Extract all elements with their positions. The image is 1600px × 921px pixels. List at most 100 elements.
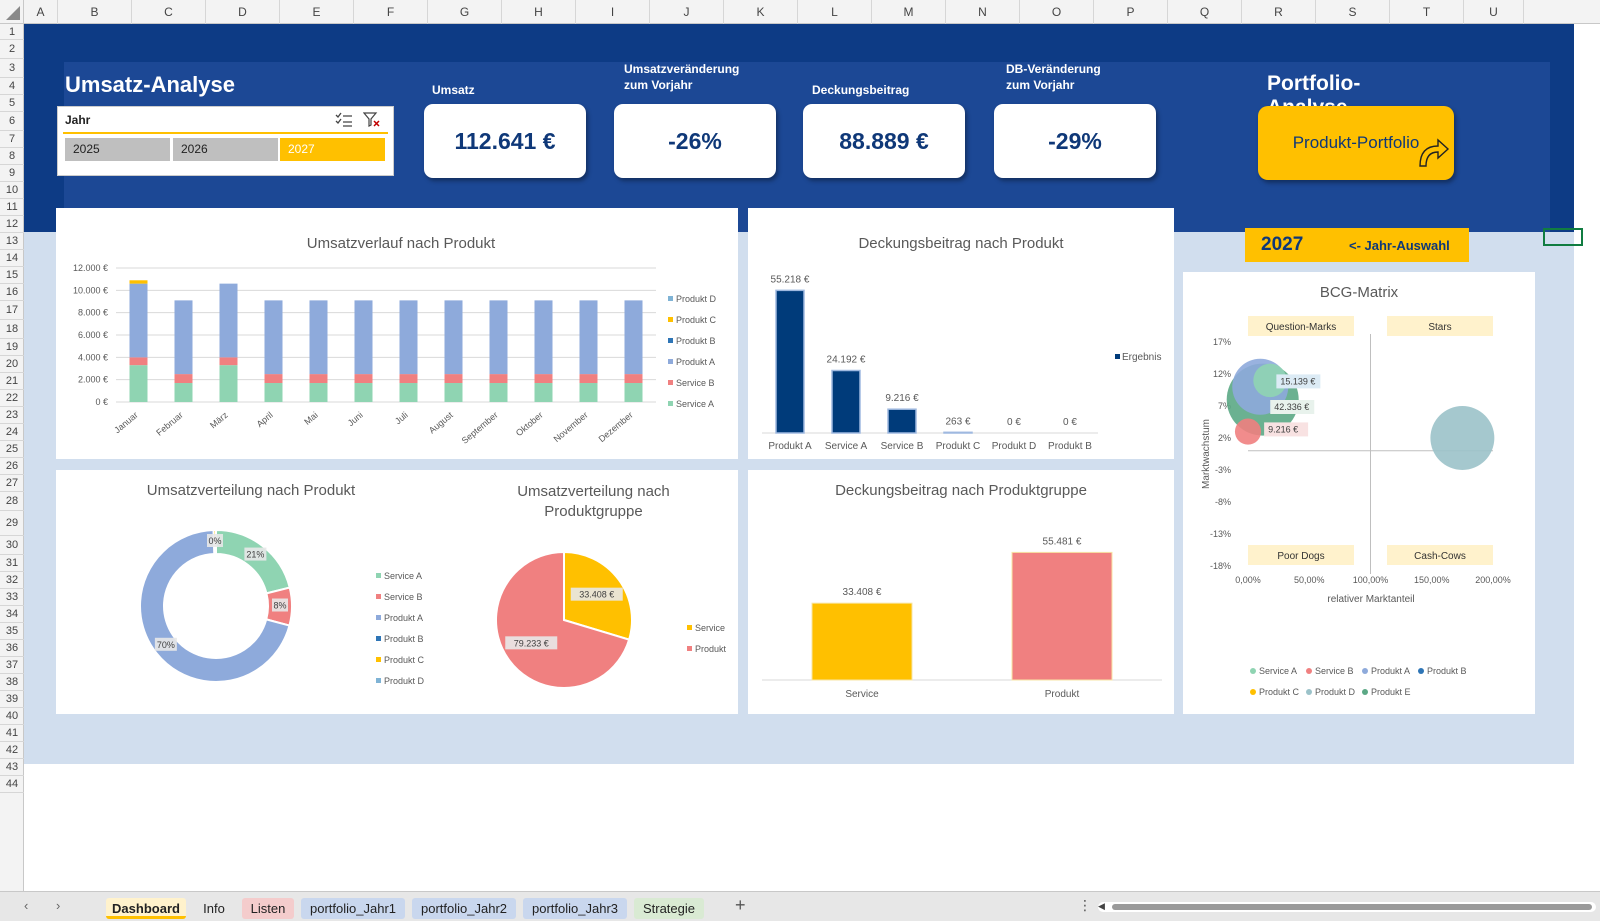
slicer-option-2027[interactable]: 2027 [280, 138, 385, 161]
row-header-35[interactable]: 35 [0, 623, 24, 640]
scrollbar-thumb[interactable] [1112, 904, 1592, 910]
row-header-1[interactable]: 1 [0, 24, 24, 40]
row-header-29[interactable]: 29 [0, 511, 24, 536]
row-header-16[interactable]: 16 [0, 284, 24, 301]
sheet-tab-dashboard[interactable]: Dashboard [106, 898, 186, 919]
column-header-P[interactable]: P [1094, 0, 1168, 24]
bar-produkt-a[interactable] [129, 283, 148, 358]
bar-produkt-a[interactable] [264, 300, 283, 375]
bubble-service-b[interactable] [1234, 418, 1262, 445]
bar-produkt-c[interactable] [129, 280, 148, 284]
row-header-18[interactable]: 18 [0, 320, 24, 339]
row-header-38[interactable]: 38 [0, 674, 24, 691]
scrollbar-arrow-left-icon[interactable]: ◀ [1098, 901, 1105, 911]
bar-service-b[interactable] [489, 374, 508, 384]
revenue-distribution-panel[interactable]: Umsatzverteilung nach Produkt Umsatzvert… [56, 470, 738, 714]
bar-service-a[interactable] [264, 383, 283, 402]
scroll-left-icon[interactable]: ‹ [24, 898, 29, 913]
bar[interactable] [831, 369, 861, 434]
column-header-H[interactable]: H [502, 0, 576, 24]
column-header-R[interactable]: R [1242, 0, 1316, 24]
bar-service-b[interactable] [129, 357, 148, 366]
row-header-6[interactable]: 6 [0, 112, 24, 131]
bar[interactable] [775, 289, 805, 434]
column-header-I[interactable]: I [576, 0, 650, 24]
column-header-C[interactable]: C [132, 0, 206, 24]
slicer-option-2026[interactable]: 2026 [173, 138, 278, 161]
bar-service-a[interactable] [174, 383, 193, 402]
bar[interactable] [943, 431, 973, 434]
bar-service-b[interactable] [264, 374, 283, 384]
row-header-11[interactable]: 11 [0, 199, 24, 216]
row-header-8[interactable]: 8 [0, 148, 24, 165]
row-header-13[interactable]: 13 [0, 233, 24, 250]
bar-produkt-a[interactable] [309, 300, 328, 375]
row-header-17[interactable]: 17 [0, 301, 24, 320]
column-header-B[interactable]: B [58, 0, 132, 24]
row-header-4[interactable]: 4 [0, 78, 24, 95]
column-header-Q[interactable]: Q [1168, 0, 1242, 24]
active-cell[interactable] [1543, 228, 1583, 246]
sheet-tab-info[interactable]: Info [203, 901, 225, 916]
row-header-9[interactable]: 9 [0, 165, 24, 182]
column-header-J[interactable]: J [650, 0, 724, 24]
row-header-44[interactable]: 44 [0, 776, 24, 793]
row-header-25[interactable]: 25 [0, 441, 24, 458]
bubble-service-a[interactable] [1253, 363, 1287, 398]
add-sheet-icon[interactable]: + [735, 895, 746, 915]
row-header-32[interactable]: 32 [0, 572, 24, 589]
bar[interactable] [811, 602, 913, 681]
row-header-10[interactable]: 10 [0, 182, 24, 199]
scroll-right-icon[interactable]: › [56, 898, 61, 913]
sheet-tab-portfolio-jahr2[interactable]: portfolio_Jahr2 [412, 898, 516, 919]
bar-service-a[interactable] [624, 383, 643, 402]
bar-service-a[interactable] [444, 383, 463, 402]
row-header-26[interactable]: 26 [0, 458, 24, 475]
bar-service-a[interactable] [219, 365, 238, 402]
row-header-24[interactable]: 24 [0, 424, 24, 441]
bar[interactable] [1011, 551, 1113, 681]
bar-service-a[interactable] [129, 365, 148, 402]
pie-slice-produkt[interactable] [495, 550, 631, 689]
row-header-36[interactable]: 36 [0, 640, 24, 657]
bar-produkt-a[interactable] [354, 300, 373, 375]
bar-service-b[interactable] [444, 374, 463, 384]
sheet-tab-portfolio-jahr3[interactable]: portfolio_Jahr3 [523, 898, 627, 919]
column-header-T[interactable]: T [1390, 0, 1464, 24]
sheet-tab-portfolio-jahr1[interactable]: portfolio_Jahr1 [301, 898, 405, 919]
margin-by-product-chart[interactable]: Deckungsbeitrag nach Produkt 55.218 € Pro… [748, 208, 1174, 459]
bar-service-b[interactable] [219, 357, 238, 366]
multi-select-icon[interactable] [335, 112, 353, 128]
column-header-D[interactable]: D [206, 0, 280, 24]
row-header-21[interactable]: 21 [0, 373, 24, 390]
column-header-M[interactable]: M [872, 0, 946, 24]
column-header-K[interactable]: K [724, 0, 798, 24]
bar-produkt-a[interactable] [219, 283, 238, 358]
row-header-41[interactable]: 41 [0, 725, 24, 742]
bar-produkt-a[interactable] [399, 300, 418, 375]
row-header-5[interactable]: 5 [0, 95, 24, 112]
margin-by-group-chart[interactable]: Deckungsbeitrag nach Produktgruppe 33.40… [748, 470, 1174, 714]
sheet-tab-strategie[interactable]: Strategie [634, 898, 704, 919]
row-header-23[interactable]: 23 [0, 407, 24, 424]
row-header-39[interactable]: 39 [0, 691, 24, 708]
row-header-31[interactable]: 31 [0, 555, 24, 572]
bubble-produkt-d[interactable] [1430, 406, 1495, 470]
bar-service-b[interactable] [399, 374, 418, 384]
row-header-33[interactable]: 33 [0, 589, 24, 606]
clear-filter-icon[interactable] [362, 112, 381, 128]
horizontal-scrollbar[interactable]: ◀ [1098, 901, 1596, 912]
row-header-20[interactable]: 20 [0, 356, 24, 373]
row-header-3[interactable]: 3 [0, 59, 24, 78]
bcg-matrix-chart[interactable]: BCG-Matrix Question-Marks Stars Poor Dogs C… [1183, 272, 1535, 714]
bar-service-a[interactable] [534, 383, 553, 402]
select-all-corner[interactable] [0, 0, 24, 24]
column-header-U[interactable]: U [1464, 0, 1524, 24]
column-header-L[interactable]: L [798, 0, 872, 24]
more-options-icon[interactable]: ⋮ [1078, 897, 1092, 913]
bar-produkt-a[interactable] [174, 300, 193, 375]
row-header-19[interactable]: 19 [0, 339, 24, 356]
bar[interactable] [887, 408, 917, 434]
bar-service-a[interactable] [354, 383, 373, 402]
column-header-S[interactable]: S [1316, 0, 1390, 24]
